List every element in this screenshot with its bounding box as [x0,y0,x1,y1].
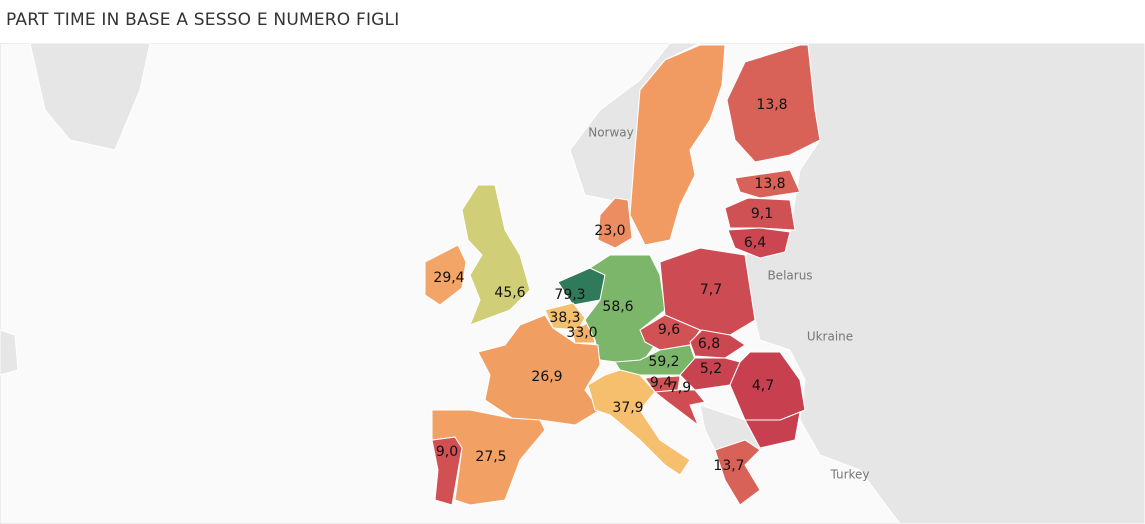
value-label: 6,4 [744,235,766,251]
map-label: Belarus [767,269,812,283]
value-label: 27,5 [475,449,506,465]
region [689,329,746,359]
value-label: 6,8 [698,336,720,352]
region [714,439,761,506]
region [729,351,806,421]
labels: Norway Belarus Ukraine Turkey 13,8 13,8 9,… [433,97,869,482]
value-label: 7,9 [669,380,691,396]
value-label: 4,7 [752,378,774,394]
map-label: Turkey [829,468,869,482]
map-label: Norway [588,126,634,140]
region [727,227,791,259]
region [724,197,796,231]
region [587,369,691,476]
value-label: 13,8 [754,176,785,192]
value-label: 29,4 [433,270,464,286]
value-label: 37,9 [612,400,643,416]
value-label: 23,0 [594,223,625,239]
region [597,197,633,249]
value-label: 5,2 [700,361,722,377]
map-label: Ukraine [807,330,853,344]
value-label: 9,6 [658,322,680,338]
region [734,169,801,199]
value-label: 9,0 [436,444,458,460]
sweden [629,44,726,246]
value-label: 13,7 [713,458,744,474]
value-label: 26,9 [531,369,562,385]
value-label: 59,2 [648,354,679,370]
value-label: 79,3 [554,287,585,303]
value-label: 58,6 [602,299,633,315]
east [744,43,1145,524]
region [431,409,546,506]
value-label: 9,1 [751,206,773,222]
map: Norway Belarus Ukraine Turkey 13,8 13,8 9,… [0,43,1145,524]
value-label: 9,4 [650,375,672,391]
greenland [29,43,151,151]
region [424,244,467,306]
regions [424,44,821,506]
title: PART TIME IN BASE A SESSO E NUMERO FIGLI [6,10,400,30]
value-label: 13,8 [756,97,787,113]
region [726,44,821,163]
region [477,314,601,426]
iceland [0,329,19,376]
value-label: 38,3 [549,310,580,326]
region [461,184,531,326]
value-label: 45,6 [494,285,525,301]
value-label: 33,0 [566,325,597,341]
value-label: 7,7 [700,282,722,298]
region [653,389,706,427]
